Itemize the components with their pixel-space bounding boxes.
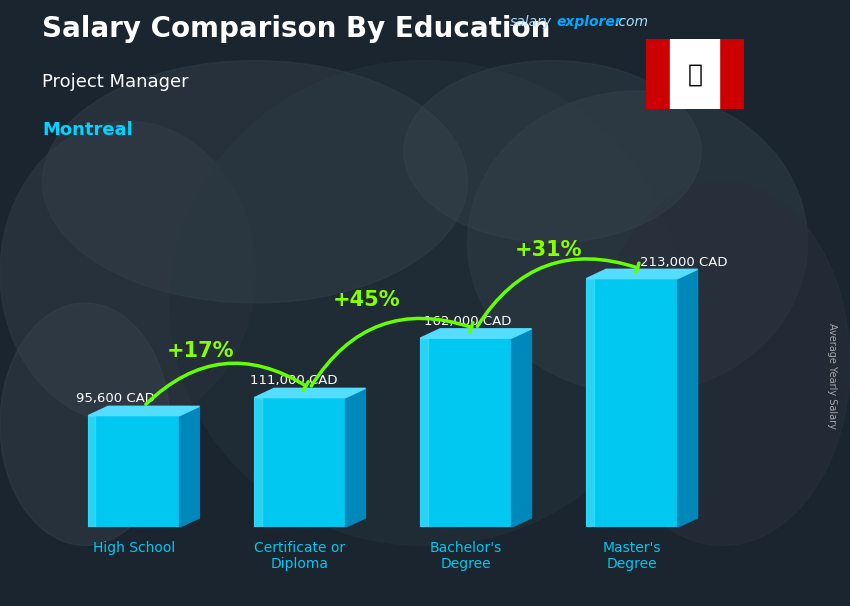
Polygon shape (88, 406, 200, 416)
Text: 111,000 CAD: 111,000 CAD (250, 374, 337, 387)
Text: +17%: +17% (167, 341, 234, 361)
FancyBboxPatch shape (254, 398, 346, 527)
Bar (254, 398, 262, 527)
Ellipse shape (42, 61, 468, 303)
Polygon shape (586, 269, 698, 279)
Ellipse shape (170, 61, 680, 545)
Text: Salary Comparison By Education: Salary Comparison By Education (42, 15, 551, 43)
Text: Project Manager: Project Manager (42, 73, 189, 91)
Text: 162,000 CAD: 162,000 CAD (424, 315, 512, 328)
Text: 213,000 CAD: 213,000 CAD (640, 256, 728, 269)
FancyBboxPatch shape (586, 279, 677, 527)
Bar (88, 416, 95, 527)
Text: explorer: explorer (557, 15, 622, 29)
Polygon shape (420, 329, 531, 338)
Polygon shape (512, 329, 531, 527)
Bar (586, 279, 593, 527)
FancyBboxPatch shape (88, 416, 179, 527)
Bar (420, 338, 428, 527)
Text: +45%: +45% (332, 290, 400, 310)
Text: Average Yearly Salary: Average Yearly Salary (827, 323, 837, 428)
Text: salary: salary (510, 15, 552, 29)
Text: Montreal: Montreal (42, 121, 133, 139)
FancyBboxPatch shape (420, 338, 512, 527)
Ellipse shape (468, 91, 808, 394)
Bar (671, 39, 719, 109)
Text: .com: .com (615, 15, 649, 29)
Polygon shape (179, 406, 200, 527)
Ellipse shape (595, 182, 850, 545)
Text: 🍁: 🍁 (688, 62, 702, 86)
Ellipse shape (0, 121, 255, 424)
Ellipse shape (404, 61, 701, 242)
Ellipse shape (0, 303, 170, 545)
Text: +31%: +31% (515, 240, 583, 260)
Polygon shape (254, 388, 366, 398)
Polygon shape (677, 269, 698, 527)
Polygon shape (346, 388, 366, 527)
Text: 95,600 CAD: 95,600 CAD (76, 391, 155, 405)
